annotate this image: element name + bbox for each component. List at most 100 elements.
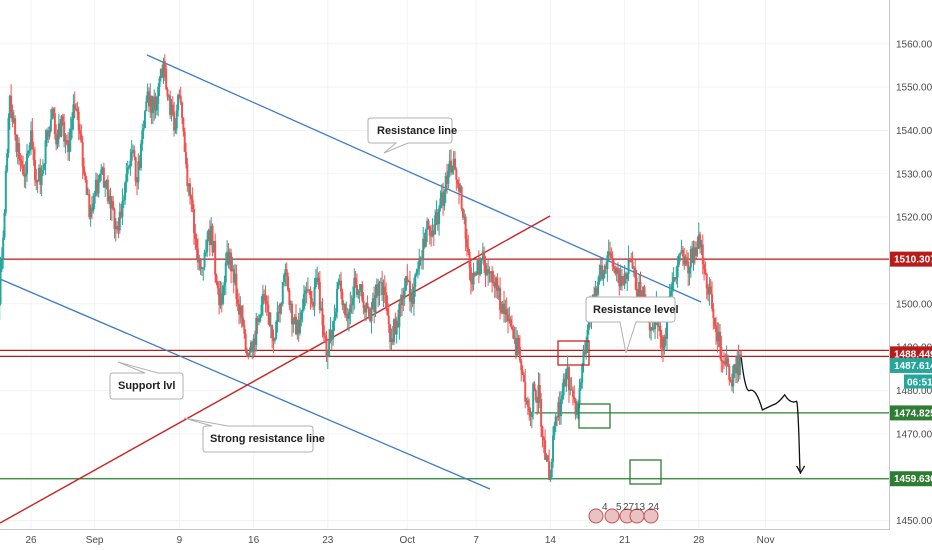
candle-body — [198, 259, 201, 263]
candle-body — [438, 208, 441, 225]
candle-body — [84, 173, 87, 181]
candle-body — [382, 286, 385, 295]
candle-body — [130, 152, 133, 161]
callout-support-lvl[interactable]: Support lvl — [109, 361, 184, 400]
candle-body — [595, 288, 598, 295]
candle-body — [369, 316, 372, 322]
candle-body — [659, 325, 662, 337]
event-badge[interactable]: 24 — [643, 502, 660, 524]
candle-body — [375, 284, 378, 296]
candle-body — [210, 225, 213, 245]
candle-body — [240, 305, 243, 318]
candle-body — [11, 112, 14, 123]
candle-body — [223, 282, 226, 286]
candle-body — [191, 199, 194, 210]
candle-body — [80, 133, 83, 143]
candle-body — [537, 385, 540, 403]
candle-body — [434, 215, 437, 235]
candle-body — [737, 356, 740, 376]
candle-body — [244, 333, 247, 350]
candle-body — [500, 309, 503, 313]
x-tick-label: 9 — [177, 535, 183, 546]
candle-body — [200, 267, 203, 270]
candle-body — [76, 108, 79, 112]
candle-body — [672, 277, 675, 283]
candle-body — [224, 262, 227, 283]
candle-body — [631, 262, 634, 269]
candle-body — [475, 273, 478, 276]
x-tick-label: 21 — [619, 535, 631, 546]
candle-body — [518, 347, 521, 361]
candle-body — [65, 140, 68, 144]
candle-body — [238, 303, 241, 315]
candle-body — [468, 251, 471, 268]
event-badge[interactable]: 4 — [588, 502, 608, 524]
candle-body — [603, 265, 606, 274]
candle-body — [94, 179, 97, 196]
candle-body — [439, 198, 442, 209]
candle-body — [288, 290, 291, 306]
candle-body — [549, 477, 552, 481]
candle-body — [526, 400, 529, 407]
event-badges[interactable]: 4 5 27 13 24 — [588, 502, 660, 524]
candle-body — [471, 282, 474, 285]
candle-body — [251, 342, 254, 352]
candle-body — [681, 249, 684, 257]
candle-body — [295, 316, 297, 335]
candle-body — [169, 95, 172, 115]
candle-body — [638, 281, 641, 297]
candle-body — [306, 289, 309, 291]
x-tick-label: Nov — [757, 535, 775, 546]
candle-body — [724, 363, 727, 365]
candle-body — [386, 308, 389, 316]
candle-body — [528, 406, 531, 413]
candle-body — [397, 321, 400, 328]
x-tick-label: 16 — [248, 535, 260, 546]
candle-body — [689, 248, 692, 268]
candle-body — [150, 95, 153, 114]
candle-body — [618, 270, 621, 287]
candle-body — [642, 286, 645, 299]
candle-body — [361, 284, 364, 301]
candle-body — [399, 303, 402, 306]
candle-body — [22, 165, 25, 175]
callout-strong-resistance-line[interactable]: Strong resistance line — [183, 417, 325, 453]
candle-body — [175, 110, 178, 129]
candle-body — [390, 338, 393, 342]
candle-body — [571, 390, 574, 397]
candle-body — [732, 366, 735, 387]
candle-body — [227, 251, 230, 265]
candle-body — [301, 309, 304, 313]
candle-body — [412, 287, 415, 304]
candle-body — [186, 164, 189, 187]
candle-body — [736, 356, 739, 374]
candle-body — [423, 238, 426, 247]
event-badge[interactable]: 5 — [604, 502, 622, 524]
candle-body — [125, 173, 128, 183]
callout-support-lvl-text: Support lvl — [118, 380, 175, 392]
candle-body — [302, 293, 305, 310]
candle-body — [145, 101, 148, 112]
callout-resistance-line[interactable]: Resistance line — [367, 117, 457, 154]
candle-body — [174, 128, 177, 131]
y-tick-label: 1520.000 — [896, 213, 932, 224]
candle-body — [605, 265, 608, 269]
candle-body — [616, 267, 619, 271]
candle-body — [252, 338, 255, 352]
candle-body — [318, 281, 321, 310]
candle-body — [4, 170, 7, 213]
price-label-text: 1459.636 — [894, 474, 932, 485]
candle-body — [28, 144, 31, 151]
candle-body — [118, 211, 121, 231]
candle-body — [110, 201, 113, 209]
candle-body — [279, 303, 282, 314]
candle-body — [0, 269, 2, 304]
candle-body — [171, 104, 174, 112]
candle-body — [350, 304, 353, 306]
candle-body — [157, 87, 160, 104]
callout-resistance-level[interactable]: Resistance level — [585, 296, 679, 354]
candle-body — [450, 160, 453, 173]
candle-body — [291, 303, 294, 325]
candle-body — [722, 361, 725, 364]
